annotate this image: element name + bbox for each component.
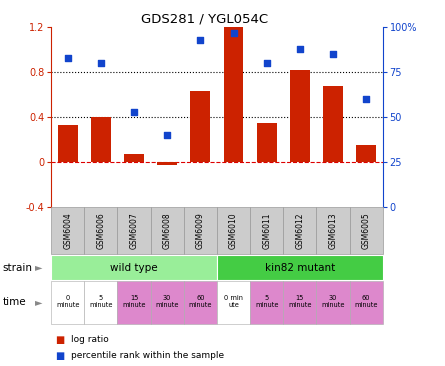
Point [130,109,138,115]
Bar [117,281,150,324]
Bar [51,207,85,254]
Text: 5
minute: 5 minute [89,295,113,308]
Bar [85,207,117,254]
Text: percentile rank within the sample: percentile rank within the sample [71,351,224,361]
Bar [51,281,85,324]
Bar [250,207,283,254]
Text: GSM6008: GSM6008 [163,212,172,249]
Text: GSM6013: GSM6013 [328,212,337,249]
Bar [217,207,250,254]
Text: 30
minute: 30 minute [321,295,345,308]
Text: 0 min
ute: 0 min ute [224,295,243,308]
Bar [316,281,350,324]
Point [64,55,71,61]
Bar [217,281,250,324]
Bar [117,207,150,254]
Text: 5
minute: 5 minute [255,295,279,308]
Bar [91,117,111,162]
Point [97,60,105,66]
Text: ■: ■ [56,335,65,345]
Bar [316,207,350,254]
Bar [150,281,184,324]
Bar [257,123,277,162]
Point [230,30,237,36]
Text: GSM6005: GSM6005 [362,212,371,249]
Bar [150,207,184,254]
Point [197,37,204,43]
Bar [323,86,343,162]
Text: GDS281 / YGL054C: GDS281 / YGL054C [141,13,268,26]
Text: ■: ■ [56,351,65,361]
Text: 15
minute: 15 minute [288,295,312,308]
Bar [283,281,316,324]
Text: GSM6011: GSM6011 [262,212,271,249]
Text: GSM6007: GSM6007 [129,212,138,249]
Bar [124,154,144,162]
Bar [283,207,316,254]
Text: log ratio: log ratio [71,335,109,344]
Text: time: time [2,297,26,307]
Text: 60
minute: 60 minute [354,295,378,308]
Text: 15
minute: 15 minute [122,295,146,308]
Bar [250,281,283,324]
Bar [58,125,78,162]
Bar [190,92,210,162]
Bar [217,255,383,280]
Point [329,51,336,57]
Text: 30
minute: 30 minute [155,295,179,308]
Bar [350,281,383,324]
Bar [184,207,217,254]
Bar [290,70,310,162]
Point [164,132,171,138]
Text: strain: strain [2,262,32,273]
Point [363,96,370,102]
Bar [85,281,117,324]
Bar [51,255,217,280]
Text: GSM6010: GSM6010 [229,212,238,249]
Bar [356,145,376,162]
Text: ►: ► [36,297,43,307]
Text: ►: ► [36,262,43,273]
Bar [350,207,383,254]
Text: GSM6009: GSM6009 [196,212,205,249]
Text: 0
minute: 0 minute [56,295,80,308]
Text: GSM6004: GSM6004 [63,212,72,249]
Bar [184,281,217,324]
Point [296,46,303,52]
Text: 60
minute: 60 minute [189,295,212,308]
Text: GSM6006: GSM6006 [97,212,105,249]
Text: GSM6012: GSM6012 [295,212,304,249]
Point [263,60,270,66]
Bar [157,162,177,165]
Text: wild type: wild type [110,262,158,273]
Text: kin82 mutant: kin82 mutant [265,262,335,273]
Bar [223,27,243,162]
